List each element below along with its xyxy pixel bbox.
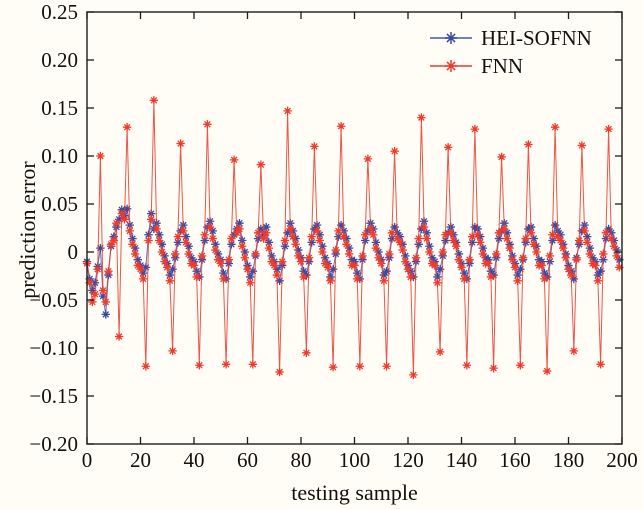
series-fnn bbox=[82, 96, 624, 380]
x-tick-label: 160 bbox=[499, 448, 531, 472]
y-tick-label: 0.05 bbox=[41, 192, 78, 216]
legend: HEI-SOFNN FNN bbox=[428, 24, 592, 80]
x-tick-label: 120 bbox=[392, 448, 424, 472]
legend-item-hei-sofnn: HEI-SOFNN bbox=[428, 24, 592, 52]
x-tick-label: 0 bbox=[82, 448, 93, 472]
y-tick-label: 0.25 bbox=[41, 0, 78, 24]
x-axis-label: testing sample bbox=[291, 480, 418, 505]
x-tick-label: 100 bbox=[339, 448, 371, 472]
legend-label-hei-sofnn: HEI-SOFNN bbox=[481, 25, 592, 50]
x-tick-label: 80 bbox=[291, 448, 312, 472]
y-tick-label: −0.15 bbox=[29, 384, 78, 408]
x-tick-label: 20 bbox=[130, 448, 151, 472]
legend-marker bbox=[445, 32, 457, 44]
y-axis-label: prediction error bbox=[15, 161, 40, 299]
y-tick-label: −0.10 bbox=[29, 336, 78, 360]
x-tick-label: 40 bbox=[184, 448, 205, 472]
x-tick-label: 140 bbox=[446, 448, 478, 472]
hei-sofnn-line-swatch bbox=[430, 32, 472, 44]
fnn-line-swatch bbox=[430, 60, 472, 72]
x-tick-label: 180 bbox=[553, 448, 585, 472]
x-tick-label: 60 bbox=[237, 448, 258, 472]
x-tick-label: 200 bbox=[606, 448, 638, 472]
y-tick-label: 0.10 bbox=[41, 144, 78, 168]
axes: 0 20 40 60 80 100 120 140 160 180 200 −0.20 −0.15 −0.… bbox=[29, 0, 637, 472]
legend-item-fnn: FNN bbox=[428, 52, 592, 80]
y-tick-label: −0.05 bbox=[29, 288, 78, 312]
legend-marker bbox=[445, 60, 457, 72]
legend-label-fnn: FNN bbox=[481, 53, 524, 78]
y-tick-label: 0.20 bbox=[41, 48, 78, 72]
y-tick-label: 0 bbox=[68, 240, 79, 264]
series-group bbox=[82, 96, 624, 380]
y-tick-label: −0.20 bbox=[29, 432, 78, 456]
y-tick-label: 0.15 bbox=[41, 96, 78, 120]
